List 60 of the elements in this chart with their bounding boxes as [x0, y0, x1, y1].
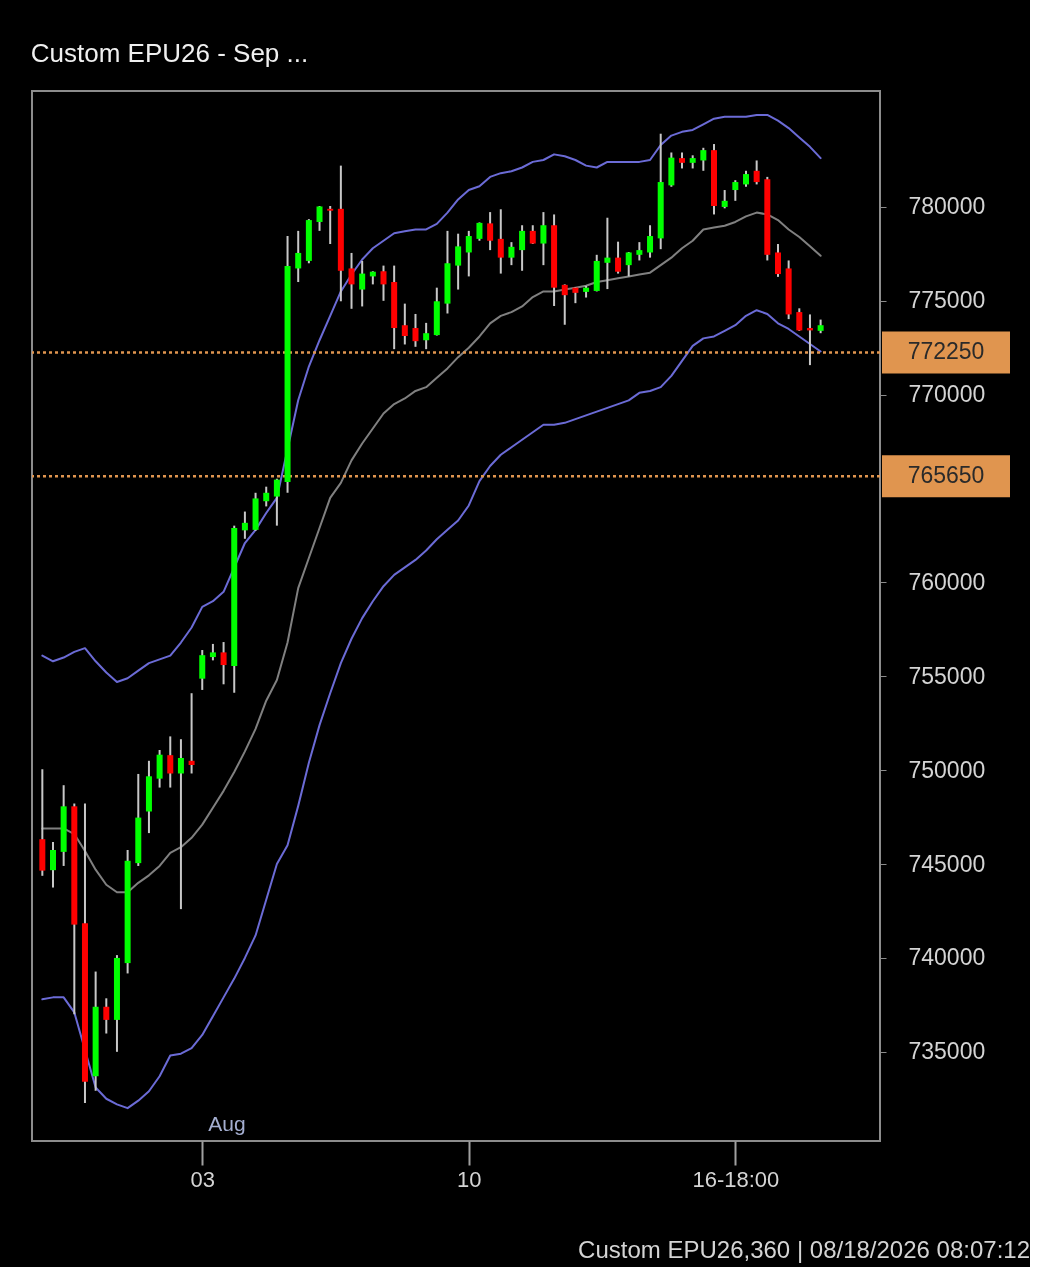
candlestick — [508, 241, 515, 267]
candlestick — [561, 283, 568, 326]
line-series — [41, 211, 822, 894]
candlestick — [103, 997, 110, 1035]
annotation: Aug — [208, 1112, 246, 1135]
candlestick — [497, 208, 504, 275]
candlestick — [774, 243, 781, 278]
candlestick — [465, 229, 472, 278]
y-tick-label: 735000 — [908, 1038, 986, 1065]
y-tick-label: 760000 — [908, 568, 986, 595]
y-tick-label: 780000 — [908, 193, 986, 220]
candlestick — [487, 211, 494, 252]
candlestick — [732, 179, 739, 202]
candlestick — [167, 735, 174, 789]
candlestick — [615, 240, 622, 275]
candlestick — [188, 692, 195, 775]
candlestick — [700, 146, 707, 172]
candlestick — [199, 649, 206, 691]
y-tick-label: 775000 — [908, 287, 986, 314]
candlestick — [476, 221, 483, 242]
candlestick — [753, 159, 760, 186]
candlestick — [380, 264, 387, 302]
x-tick-label: 03 — [190, 1166, 215, 1192]
candlestick — [423, 321, 430, 351]
y-tick-label: 750000 — [908, 756, 986, 783]
candlestick — [295, 229, 302, 284]
candlestick — [156, 749, 163, 789]
candlestick — [273, 477, 280, 527]
y-tick-label: 745000 — [908, 850, 986, 877]
x-tick-label: 16-18:00 — [692, 1166, 780, 1192]
candlestick — [636, 241, 643, 262]
line-series — [41, 113, 822, 683]
candlestick — [455, 232, 462, 291]
candlestick — [604, 216, 611, 291]
ref-line-label: 772250 — [907, 338, 985, 365]
candlestick — [540, 211, 547, 267]
candlestick — [327, 205, 334, 246]
y-tick-label: 755000 — [908, 662, 986, 689]
x-tick-label: 10 — [457, 1166, 482, 1192]
candlestick — [401, 302, 408, 346]
candlestick — [519, 224, 526, 272]
candlestick — [796, 307, 803, 332]
candlestick — [359, 259, 366, 308]
candlestick — [263, 485, 270, 508]
candlestick — [625, 251, 632, 278]
text: Custom EPU26,360 | 08/18/2026 08:07:12 — [578, 1236, 1030, 1263]
candlestick — [177, 738, 184, 911]
candlestick — [721, 189, 728, 210]
candlestick — [49, 841, 56, 889]
candlestick — [220, 641, 227, 686]
candlestick — [241, 510, 248, 540]
y-tick-label: 770000 — [908, 381, 986, 408]
y-tick-label: 740000 — [908, 944, 986, 971]
ref-line-label: 765650 — [907, 462, 985, 489]
candlestick — [316, 205, 323, 232]
candlestick — [412, 312, 419, 348]
chart-title: Custom EPU26 - Sep ... — [30, 38, 309, 68]
candlestick — [348, 251, 355, 310]
candlestick — [647, 224, 654, 259]
line-series — [41, 309, 822, 1110]
